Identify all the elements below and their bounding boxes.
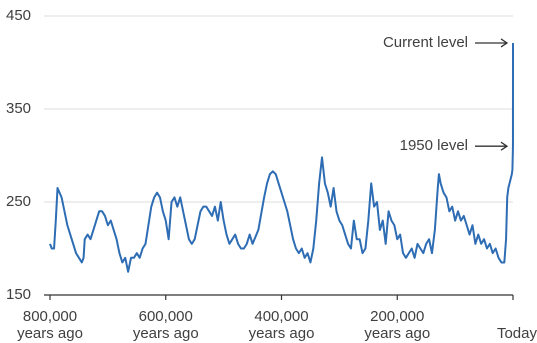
x-tick-label: 400,000 years ago xyxy=(248,308,315,342)
annotation-arrow xyxy=(475,141,509,151)
annotation-arrow xyxy=(475,38,509,48)
x-tick-label: 200,000 years ago xyxy=(364,308,431,342)
y-tick-label: 150 xyxy=(6,286,31,303)
y-tick-label: 350 xyxy=(6,100,31,117)
co2-line xyxy=(49,42,514,273)
y-tick-label: 450 xyxy=(6,7,31,24)
x-tick-label: 800,000 years ago xyxy=(17,308,83,342)
x-tick-label: Today xyxy=(496,325,537,342)
x-tick-label: 600,000 years ago xyxy=(132,308,199,342)
annotation-label: Current level xyxy=(383,34,468,51)
y-tick-label: 250 xyxy=(6,193,31,210)
annotation-label: 1950 level xyxy=(400,137,468,154)
